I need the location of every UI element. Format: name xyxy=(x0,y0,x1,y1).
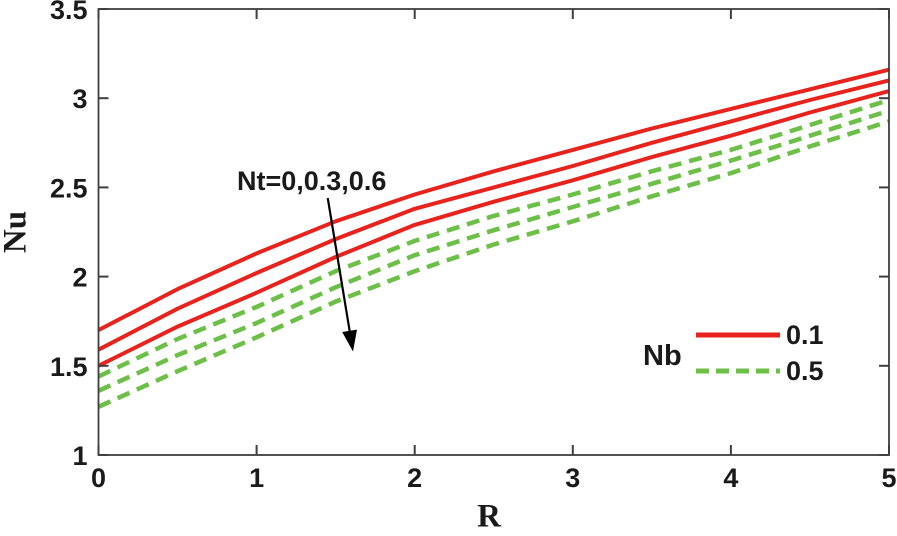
annotation-arrow-head xyxy=(342,329,357,352)
x-tick-label: 4 xyxy=(723,463,738,493)
legend-line-dashed-icon xyxy=(696,368,780,374)
legend-label-solid: 0.1 xyxy=(786,320,824,350)
x-axis-title: R xyxy=(477,498,501,535)
series-line-0 xyxy=(97,67,890,332)
x-tick-label: 0 xyxy=(91,463,106,493)
y-axis-title: Nu xyxy=(0,210,34,254)
nt-annotation-label: Nt=0,0.3,0.6 xyxy=(237,166,387,196)
legend: Nb 0.1 0.5 xyxy=(637,316,852,392)
series-line-1 xyxy=(97,78,890,352)
y-tick-label: 1.5 xyxy=(50,352,88,382)
legend-title: Nb xyxy=(643,340,682,372)
series-line-2 xyxy=(97,89,890,368)
annotation-arrow-line xyxy=(326,197,353,341)
legend-label-dashed: 0.5 xyxy=(786,356,824,386)
x-tick-label: 2 xyxy=(407,463,422,493)
series-line-4 xyxy=(97,108,890,393)
y-tick-label: 2 xyxy=(72,263,87,293)
series-line-3 xyxy=(97,97,890,379)
x-tick-label: 3 xyxy=(565,463,580,493)
x-tick-label: 1 xyxy=(249,463,264,493)
x-tick-label: 5 xyxy=(881,463,896,493)
y-tick-label: 3 xyxy=(72,84,87,114)
y-tick-label: 2.5 xyxy=(50,173,88,203)
y-tick-label: 1 xyxy=(72,441,87,471)
legend-entry-dashed: 0.5 xyxy=(695,357,824,385)
legend-entry-solid: 0.1 xyxy=(695,321,824,349)
series-line-5 xyxy=(97,119,890,409)
legend-line-solid-icon xyxy=(696,332,780,338)
axes-box xyxy=(97,8,890,456)
y-tick-label: 3.5 xyxy=(50,0,88,25)
